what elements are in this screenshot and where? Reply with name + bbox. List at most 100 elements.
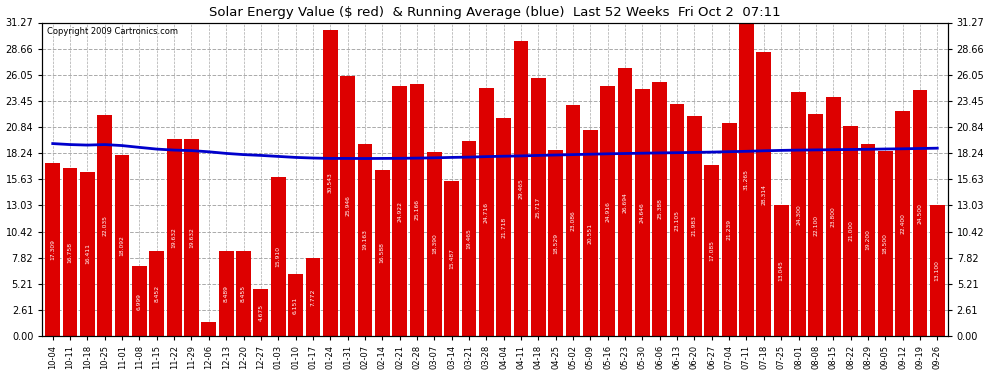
Bar xyxy=(253,289,268,336)
Bar xyxy=(600,86,615,336)
Text: 29.465: 29.465 xyxy=(519,178,524,199)
Text: 17.309: 17.309 xyxy=(50,239,55,260)
Text: 4.675: 4.675 xyxy=(258,304,263,321)
Bar xyxy=(895,111,910,336)
Text: 25.388: 25.388 xyxy=(657,198,662,219)
Text: 21.718: 21.718 xyxy=(501,217,506,238)
Bar xyxy=(80,171,95,336)
Bar xyxy=(323,30,338,336)
Bar xyxy=(722,123,737,336)
Text: 23.800: 23.800 xyxy=(831,206,836,227)
Text: 25.717: 25.717 xyxy=(536,196,541,218)
Bar xyxy=(479,88,494,336)
Bar xyxy=(392,86,407,336)
Text: 25.946: 25.946 xyxy=(346,196,350,216)
Text: 6.151: 6.151 xyxy=(293,297,298,314)
Bar xyxy=(670,104,684,336)
Bar xyxy=(375,170,390,336)
Text: 19.632: 19.632 xyxy=(171,227,176,248)
Text: 7.772: 7.772 xyxy=(311,288,316,306)
Bar xyxy=(132,266,147,336)
Text: 24.916: 24.916 xyxy=(605,201,610,222)
Bar xyxy=(583,130,598,336)
Text: 8.452: 8.452 xyxy=(154,285,159,302)
Bar xyxy=(826,98,841,336)
Bar xyxy=(62,168,77,336)
Bar xyxy=(288,274,303,336)
Bar xyxy=(791,92,806,336)
Bar xyxy=(531,78,545,336)
Text: 16.411: 16.411 xyxy=(85,243,90,264)
Bar xyxy=(219,251,234,336)
Text: 19.200: 19.200 xyxy=(865,230,870,250)
Text: 22.100: 22.100 xyxy=(814,215,819,236)
Text: 17.085: 17.085 xyxy=(709,240,715,261)
Text: 21.983: 21.983 xyxy=(692,216,697,236)
Bar xyxy=(930,205,944,336)
Text: 6.999: 6.999 xyxy=(137,292,142,309)
Bar xyxy=(740,22,753,336)
Bar xyxy=(878,151,893,336)
Text: 18.500: 18.500 xyxy=(883,233,888,254)
Text: 16.758: 16.758 xyxy=(67,242,72,262)
Bar xyxy=(496,118,511,336)
Bar xyxy=(271,177,285,336)
Text: 16.588: 16.588 xyxy=(380,243,385,263)
Bar xyxy=(774,206,789,336)
Text: 24.300: 24.300 xyxy=(796,204,801,225)
Bar xyxy=(618,68,633,336)
Text: 18.390: 18.390 xyxy=(432,234,437,254)
Bar xyxy=(461,141,476,336)
Text: 18.092: 18.092 xyxy=(120,235,125,256)
Bar xyxy=(565,105,580,336)
Bar xyxy=(149,251,164,336)
Bar xyxy=(860,144,875,336)
Bar xyxy=(427,152,442,336)
Text: 13.045: 13.045 xyxy=(779,260,784,281)
Bar xyxy=(306,258,320,336)
Bar xyxy=(97,115,112,336)
Text: 19.163: 19.163 xyxy=(362,230,367,251)
Text: 24.646: 24.646 xyxy=(640,202,644,223)
Bar xyxy=(237,251,250,336)
Bar xyxy=(687,116,702,336)
Text: 13.100: 13.100 xyxy=(935,260,940,281)
Text: 24.716: 24.716 xyxy=(484,202,489,223)
Text: 19.632: 19.632 xyxy=(189,227,194,248)
Text: 15.487: 15.487 xyxy=(449,248,454,269)
Bar xyxy=(201,322,216,336)
Text: 31.265: 31.265 xyxy=(743,169,749,190)
Bar xyxy=(705,165,719,336)
Text: 21.239: 21.239 xyxy=(727,219,732,240)
Text: 21.000: 21.000 xyxy=(848,220,853,241)
Text: 18.529: 18.529 xyxy=(553,233,558,254)
Bar xyxy=(548,150,563,336)
Text: 20.551: 20.551 xyxy=(588,222,593,244)
Text: 24.500: 24.500 xyxy=(918,203,923,224)
Bar xyxy=(357,144,372,336)
Bar xyxy=(635,89,649,336)
Bar xyxy=(46,162,60,336)
Bar xyxy=(341,76,355,336)
Text: 30.543: 30.543 xyxy=(328,172,333,194)
Text: 8.489: 8.489 xyxy=(224,285,229,302)
Bar xyxy=(184,139,199,336)
Text: 26.694: 26.694 xyxy=(623,192,628,213)
Text: 22.035: 22.035 xyxy=(102,215,107,236)
Title: Solar Energy Value ($ red)  & Running Average (blue)  Last 52 Weeks  Fri Oct 2  : Solar Energy Value ($ red) & Running Ave… xyxy=(209,6,781,18)
Bar xyxy=(809,114,824,336)
Bar xyxy=(652,81,667,336)
Bar xyxy=(166,139,181,336)
Text: 23.086: 23.086 xyxy=(570,210,575,231)
Text: 23.105: 23.105 xyxy=(674,210,679,231)
Bar xyxy=(410,84,425,336)
Text: 15.910: 15.910 xyxy=(275,246,281,267)
Bar xyxy=(445,181,459,336)
Text: 25.166: 25.166 xyxy=(415,200,420,220)
Text: 28.314: 28.314 xyxy=(761,184,766,205)
Text: 19.465: 19.465 xyxy=(466,228,471,249)
Text: 22.400: 22.400 xyxy=(900,213,905,234)
Text: Copyright 2009 Cartronics.com: Copyright 2009 Cartronics.com xyxy=(47,27,178,36)
Bar xyxy=(843,126,858,336)
Bar xyxy=(756,52,771,336)
